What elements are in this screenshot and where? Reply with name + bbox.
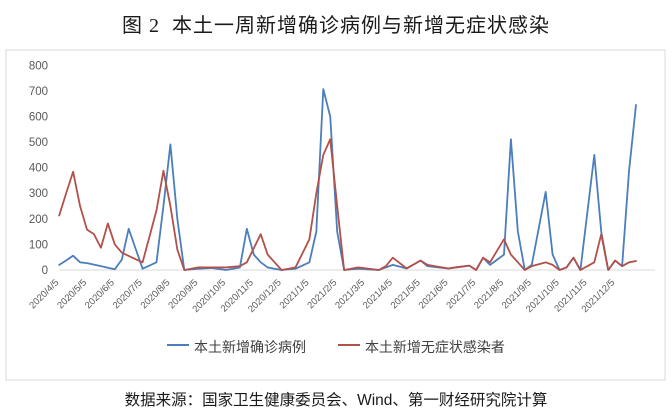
svg-text:2020/4/5: 2020/4/5 bbox=[27, 277, 61, 311]
svg-text:2020/5/5: 2020/5/5 bbox=[55, 277, 89, 311]
svg-text:2020/7/5: 2020/7/5 bbox=[111, 277, 145, 311]
svg-text:2021/4/5: 2021/4/5 bbox=[361, 277, 395, 311]
svg-text:2021/5/5: 2021/5/5 bbox=[389, 277, 423, 311]
svg-text:2021/1/5: 2021/1/5 bbox=[278, 277, 312, 311]
svg-text:700: 700 bbox=[29, 86, 48, 98]
svg-text:2021/7/5: 2021/7/5 bbox=[444, 277, 478, 311]
svg-text:600: 600 bbox=[29, 111, 48, 123]
svg-text:100: 100 bbox=[29, 239, 48, 251]
svg-text:2021/6/5: 2021/6/5 bbox=[417, 277, 451, 311]
svg-text:400: 400 bbox=[29, 163, 48, 175]
svg-text:0: 0 bbox=[42, 265, 48, 277]
svg-text:2021/8/5: 2021/8/5 bbox=[472, 277, 506, 311]
svg-text:2020/6/5: 2020/6/5 bbox=[83, 277, 117, 311]
svg-text:2021/2/5: 2021/2/5 bbox=[305, 277, 339, 311]
svg-text:2020/8/5: 2020/8/5 bbox=[139, 277, 173, 311]
svg-text:500: 500 bbox=[29, 137, 48, 149]
svg-text:2021/3/5: 2021/3/5 bbox=[333, 277, 367, 311]
svg-text:200: 200 bbox=[29, 214, 48, 226]
svg-text:300: 300 bbox=[29, 188, 48, 200]
svg-text:800: 800 bbox=[29, 60, 48, 72]
